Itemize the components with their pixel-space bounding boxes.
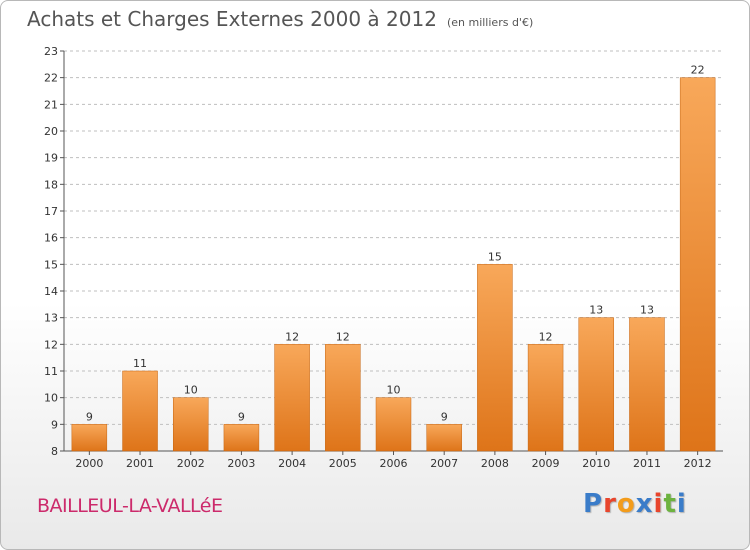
data-label-2000: 9 (86, 410, 93, 423)
brand-letter: r (603, 489, 617, 519)
data-label-2010: 13 (589, 304, 603, 317)
y-tick-label: 22 (44, 72, 58, 85)
x-tick-label-2009: 2009 (532, 457, 560, 470)
brand-letter: P (583, 489, 604, 519)
y-tick-label: 15 (44, 258, 58, 271)
y-tick-label: 12 (44, 338, 58, 351)
x-tick-label-2007: 2007 (430, 457, 458, 470)
brand-letter: t (663, 489, 677, 519)
x-tick-label-2003: 2003 (227, 457, 255, 470)
y-tick-label: 14 (44, 285, 58, 298)
y-tick-label: 23 (44, 45, 58, 58)
bar-2000 (71, 424, 108, 452)
bar-2010 (578, 317, 615, 452)
brand-letter: i (653, 489, 664, 519)
x-tick-label-2002: 2002 (177, 457, 205, 470)
x-tick-label-2006: 2006 (380, 457, 408, 470)
chart-subtitle: (en milliers d'€) (446, 16, 534, 29)
proxiti-logo: Proxiti (583, 489, 687, 519)
bar-2004 (274, 344, 310, 452)
brand-letter: x (635, 489, 654, 519)
bar-2006 (375, 397, 412, 452)
bar-2002 (172, 397, 209, 452)
x-tick-label-2011: 2011 (633, 457, 661, 470)
data-label-2009: 12 (539, 330, 553, 343)
y-tick-label: 19 (44, 152, 58, 165)
bar-2007 (426, 424, 462, 452)
brand-letter: o (616, 489, 636, 519)
y-tick-label: 13 (44, 312, 58, 325)
y-tick-labels: 8 9 10 11 12 13 14 15 16 17 18 19 20 21 22 23 (44, 45, 58, 458)
chart-title-text: Achats et Charges Externes 2000 à 2012 (27, 7, 437, 31)
bar-2008 (477, 264, 513, 452)
data-label-2002: 10 (184, 384, 198, 397)
data-label-2008: 15 (488, 250, 502, 263)
y-tick-label: 20 (44, 125, 58, 138)
chart-title: Achats et Charges Externes 2000 à 2012 (e… (27, 7, 533, 31)
data-label-2006: 10 (387, 384, 401, 397)
brand-letter: i (676, 489, 687, 519)
data-label-2001: 11 (133, 357, 147, 370)
y-tick-label: 8 (51, 445, 58, 458)
x-tick-label-2012: 2012 (684, 457, 712, 470)
bars (71, 77, 716, 452)
bar-2012 (679, 77, 716, 452)
y-tick-label: 16 (44, 232, 58, 245)
x-tick-labels: 2000 2001 2002 2003 2004 2005 2006 2007 2008 2009… (75, 457, 711, 470)
y-tick-label: 9 (51, 418, 58, 431)
data-label-2011: 13 (640, 304, 654, 317)
x-tick-label-2004: 2004 (278, 457, 306, 470)
y-tick-label: 17 (44, 205, 58, 218)
commune-name: BAILLEUL-LA-VALLéE (37, 495, 223, 517)
data-label-2012: 22 (691, 64, 705, 77)
x-tick-label-2001: 2001 (126, 457, 154, 470)
data-labels: 9 11 10 9 12 12 10 9 15 12 13 13 22 (86, 64, 705, 424)
data-label-2007: 9 (441, 410, 448, 423)
y-tick-label: 10 (44, 392, 58, 405)
data-label-2004: 12 (285, 330, 299, 343)
grid-lines (64, 50, 723, 425)
data-label-2003: 9 (238, 410, 245, 423)
bar-2011 (629, 317, 665, 452)
bar-2003 (223, 424, 260, 452)
x-tick-label-2005: 2005 (329, 457, 357, 470)
bar-2001 (122, 370, 158, 452)
bar-2009 (527, 344, 564, 452)
data-label-2005: 12 (336, 330, 350, 343)
y-tick-label: 18 (44, 178, 58, 191)
y-tick-label: 21 (44, 98, 58, 111)
y-tick-label: 11 (44, 365, 58, 378)
x-tick-label-2008: 2008 (481, 457, 509, 470)
bar-2005 (325, 344, 361, 452)
x-tick-label-2000: 2000 (75, 457, 103, 470)
x-tick-label-2010: 2010 (582, 457, 610, 470)
